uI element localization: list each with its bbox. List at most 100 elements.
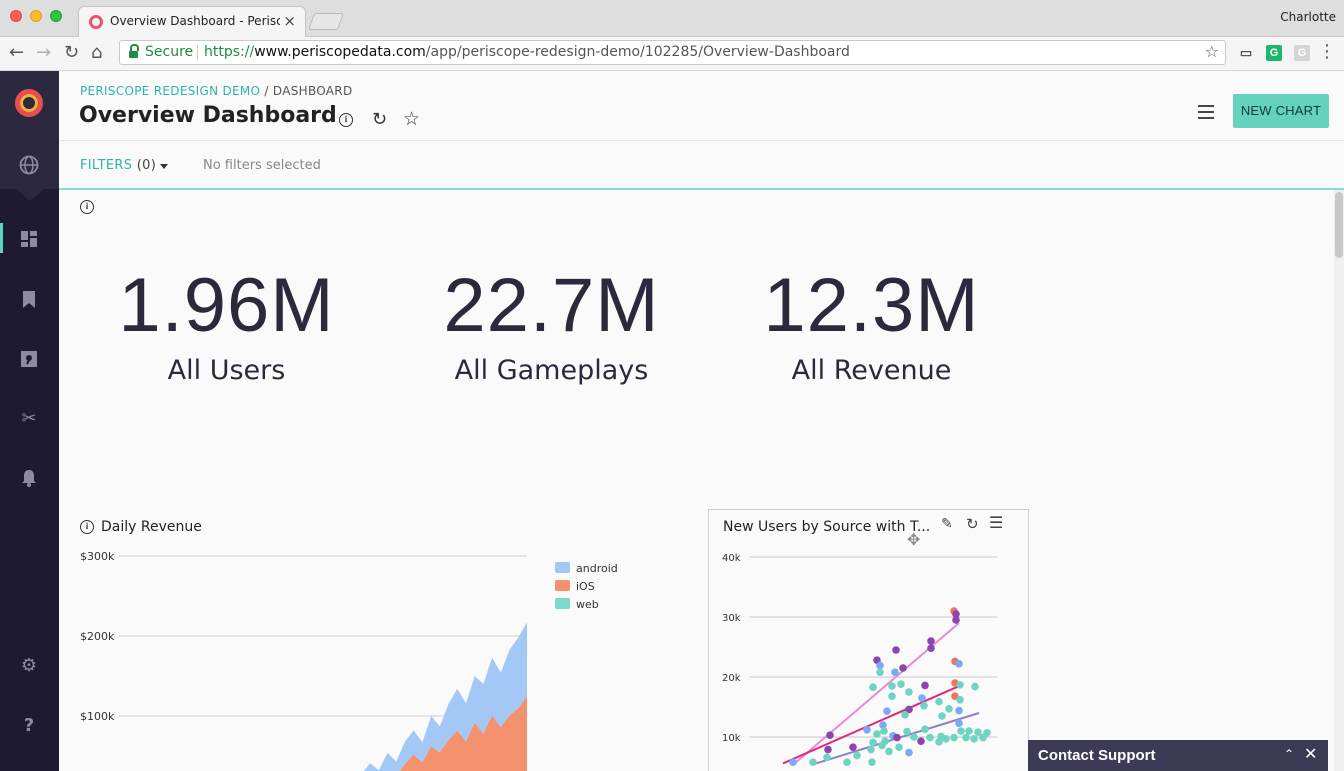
window-close-button[interactable] (10, 10, 22, 22)
forward-arrow-icon[interactable]: → (36, 42, 52, 63)
legend-swatch (555, 598, 570, 609)
cast-icon[interactable]: ▭ (1239, 45, 1253, 60)
scatter-point (826, 731, 834, 739)
metric-all-gameplays[interactable]: 22.7M All Gameplays (409, 262, 694, 386)
scatter-point (809, 758, 817, 766)
profile-name[interactable]: Charlotte (1280, 10, 1336, 24)
reload-icon[interactable]: ↻ (64, 42, 80, 63)
scatter-point (917, 737, 925, 745)
drag-move-icon[interactable]: ✥ (907, 530, 921, 549)
url-text: https://www.periscopedata.com/app/perisc… (204, 44, 850, 60)
card-refresh-icon[interactable]: ↻ (966, 515, 979, 533)
browser-toolbar: ← → ↻ ⌂ Secure https://www.periscopedata… (0, 37, 1344, 71)
edit-pencil-icon[interactable]: ✎ (941, 516, 953, 532)
bookmark-star-icon[interactable]: ☆ (1204, 42, 1219, 61)
refresh-icon[interactable]: ↻ (372, 109, 388, 130)
scatter-point (899, 664, 907, 672)
url-divider (197, 45, 198, 61)
metric-value: 22.7M (443, 263, 660, 348)
chart-title-new-users[interactable]: New Users by Source with T... (723, 519, 931, 535)
scatter-point (867, 745, 875, 754)
window-maximize-button[interactable] (50, 10, 62, 22)
chart-card-new-users[interactable]: New Users by Source with T... ✎ ↻ ☰ ✥ 40… (708, 509, 1029, 771)
metric-all-revenue[interactable]: 12.3M All Revenue (739, 262, 1004, 386)
discovery-icon[interactable] (18, 348, 40, 370)
close-icon[interactable]: ✕ (1304, 746, 1318, 763)
scatter-point (950, 733, 958, 742)
scatter-point (955, 660, 963, 668)
scatter-point (970, 735, 978, 743)
new-tab-button[interactable] (307, 13, 345, 30)
app-sidebar: ✂ ⚙ ? (0, 71, 59, 771)
scatter-point (892, 646, 900, 654)
trend-line (782, 685, 959, 765)
scissors-icon[interactable]: ✂ (21, 408, 37, 429)
filter-status: No filters selected (203, 158, 321, 173)
back-arrow-icon[interactable]: ← (9, 42, 25, 63)
scatter-point (888, 692, 896, 700)
window-minimize-button[interactable] (30, 10, 42, 22)
chart-title-daily-revenue[interactable]: Daily Revenue (101, 519, 202, 535)
dashboard-icon[interactable] (18, 228, 40, 250)
scatter-point (823, 753, 831, 762)
card-menu-icon[interactable]: ☰ (989, 513, 1004, 532)
new-chart-button[interactable]: NEW CHART (1233, 94, 1329, 128)
scatter-point (920, 702, 928, 710)
breadcrumb-root[interactable]: PERISCOPE REDESIGN DEMO (80, 84, 261, 98)
trend-line (795, 622, 960, 763)
contact-support-widget[interactable]: Contact Support ⌃ ✕ (1028, 740, 1328, 771)
scatter-point (879, 721, 887, 729)
breadcrumb-separator: / (260, 84, 273, 98)
widget-info-icon[interactable]: i (80, 200, 94, 214)
legend-label: android (576, 562, 618, 575)
periscope-logo-icon[interactable] (15, 89, 43, 117)
alerts-bell-icon[interactable] (18, 467, 40, 489)
scatter-point (869, 738, 877, 747)
filters-caret-icon[interactable] (160, 164, 168, 169)
scatter-point (895, 743, 903, 751)
y-tick-label: 30k (722, 613, 741, 624)
tab-title: Overview Dashboard - Perisco (110, 14, 280, 28)
google-extension-icon[interactable]: G (1294, 45, 1310, 61)
hamburger-menu-icon[interactable] (1198, 105, 1214, 119)
bookmark-icon[interactable] (18, 288, 40, 310)
grammarly-extension-icon[interactable]: G (1266, 45, 1282, 61)
area-series-ios (399, 696, 527, 771)
filter-bar: FILTERS (0) No filters selected (59, 141, 1344, 190)
globe-icon[interactable] (18, 154, 40, 176)
scatter-point (926, 733, 934, 742)
daily-revenue-chart[interactable]: $300k $200k $100k android iOS web (59, 540, 659, 771)
metric-all-users[interactable]: 1.96M All Users (94, 262, 359, 386)
lock-icon (129, 44, 139, 58)
y-tick-label: 40k (722, 553, 741, 564)
legend-label: iOS (576, 580, 595, 593)
address-bar[interactable]: Secure https://www.periscopedata.com/app… (119, 40, 1226, 65)
scatter-point (965, 727, 973, 735)
help-icon[interactable]: ? (23, 715, 35, 736)
chart-info-icon[interactable]: i (80, 520, 94, 534)
y-tick-label: $100k (80, 710, 115, 723)
page-scrollbar[interactable] (1334, 190, 1344, 771)
scatter-point (903, 727, 911, 736)
home-icon[interactable]: ⌂ (91, 42, 103, 63)
browser-menu-icon[interactable]: ⋮ (1318, 41, 1336, 62)
scatter-point (921, 681, 929, 690)
dashboard-info-icon[interactable]: i (339, 113, 353, 127)
new-users-scatter-chart[interactable]: 40k 30k 20k 10k (709, 540, 1029, 771)
filters-count: (0) (136, 158, 157, 173)
browser-tab-active[interactable]: Overview Dashboard - Perisco × (78, 6, 306, 37)
tab-close-icon[interactable]: × (283, 12, 296, 30)
scatter-point (971, 682, 979, 691)
scatter-point (863, 726, 871, 734)
chevron-up-icon[interactable]: ⌃ (1284, 747, 1295, 761)
filters-toggle[interactable]: FILTERS (0) (80, 158, 157, 173)
scatter-point (935, 738, 943, 746)
y-tick-label: 10k (722, 733, 741, 744)
favorite-star-icon[interactable]: ☆ (403, 108, 421, 130)
scatter-point (952, 610, 960, 618)
scrollbar-thumb[interactable] (1335, 192, 1343, 258)
scatter-point (918, 694, 926, 702)
settings-gear-icon[interactable]: ⚙ (20, 655, 38, 676)
scatter-point (876, 661, 884, 670)
scatter-point (897, 680, 905, 688)
